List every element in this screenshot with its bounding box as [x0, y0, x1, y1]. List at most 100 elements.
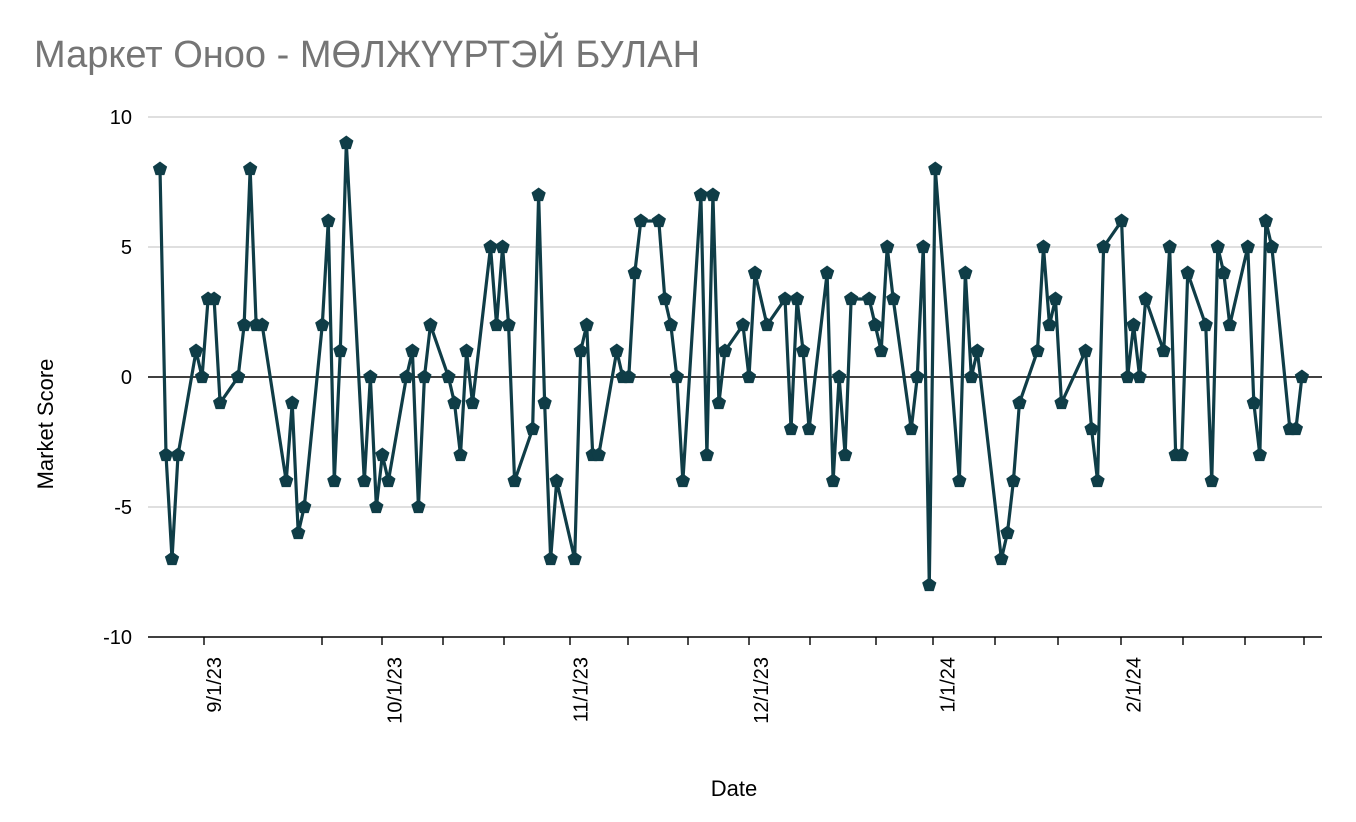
data-point — [952, 473, 967, 488]
data-point — [170, 447, 186, 462]
data-point — [747, 265, 763, 280]
data-point — [489, 317, 504, 332]
y-tick-label: -5 — [114, 497, 132, 519]
data-point — [567, 551, 582, 566]
data-point — [591, 447, 606, 462]
data-point — [537, 395, 552, 410]
data-point — [657, 291, 672, 306]
data-point — [405, 343, 420, 358]
x-tick-label: 11/1/23 — [571, 657, 593, 722]
data-point — [970, 343, 985, 358]
data-point — [862, 291, 877, 306]
data-point — [699, 447, 715, 462]
data-point — [705, 187, 721, 202]
data-point — [525, 421, 540, 436]
data-point — [922, 577, 937, 592]
data-point — [291, 525, 306, 540]
data-point — [399, 369, 414, 384]
data-point — [1252, 447, 1267, 462]
x-axis-title: Date — [710, 776, 758, 801]
data-point — [453, 447, 468, 462]
data-point — [1222, 317, 1237, 332]
data-point — [1240, 239, 1255, 254]
data-point — [1174, 447, 1189, 462]
data-point — [1114, 213, 1129, 228]
x-tick-label: 10/1/23 — [384, 657, 406, 724]
x-tick-label: 9/1/23 — [204, 657, 226, 713]
y-tick-label: 5 — [121, 237, 132, 259]
data-point — [621, 369, 636, 384]
data-point — [1216, 265, 1231, 280]
data-point — [994, 551, 1009, 566]
data-point — [825, 473, 841, 488]
data-point — [1264, 239, 1279, 254]
y-tick-label: 10 — [110, 107, 132, 129]
data-point — [928, 161, 943, 176]
data-point — [447, 395, 462, 410]
tick-labels: -10 -5 0 5 10 9/1/23 10/1/23 11/1/23 12/1/23 1/1/… — [103, 107, 1146, 724]
data-point — [507, 473, 522, 488]
y-tick-label: -10 — [103, 627, 132, 649]
data-point — [669, 369, 684, 384]
data-point — [279, 473, 294, 488]
data-point — [1156, 343, 1171, 358]
data-point — [1180, 265, 1195, 280]
data-point — [152, 161, 168, 176]
data-point — [741, 369, 757, 384]
data-point — [465, 395, 480, 410]
data-point — [321, 213, 336, 228]
data-point — [1132, 369, 1147, 384]
data-point — [1246, 395, 1261, 410]
data-point — [693, 187, 709, 202]
axes — [148, 636, 1322, 645]
data-point — [579, 317, 594, 332]
data-point — [627, 265, 642, 280]
data-point — [363, 369, 378, 384]
data-point — [1210, 239, 1225, 254]
x-tick-label: 12/1/23 — [751, 657, 773, 724]
data-point — [1120, 369, 1135, 384]
data-point — [1054, 395, 1069, 410]
series-line-path — [158, 142, 1304, 586]
data-point — [838, 447, 853, 462]
data-point — [1126, 317, 1141, 332]
data-point — [423, 317, 438, 332]
data-point — [1036, 239, 1051, 254]
data-point — [1078, 343, 1093, 358]
data-point — [549, 473, 564, 488]
data-point — [633, 213, 648, 228]
data-point — [495, 239, 510, 254]
data-point — [357, 473, 372, 488]
data-point — [1090, 473, 1105, 488]
data-point — [369, 499, 384, 514]
data-point — [1162, 239, 1177, 254]
data-point — [663, 317, 678, 332]
data-point — [501, 317, 516, 332]
data-point — [609, 343, 624, 358]
data-point — [868, 317, 883, 332]
data-point — [164, 551, 180, 566]
data-point — [194, 369, 210, 384]
data-point — [1096, 239, 1111, 254]
y-tick-label: 0 — [121, 367, 132, 389]
data-point — [1204, 473, 1219, 488]
data-point — [759, 317, 775, 332]
data-point — [297, 499, 312, 514]
data-point — [735, 317, 751, 332]
series-line — [158, 142, 1304, 586]
data-point — [459, 343, 474, 358]
x-tick-label: 1/1/24 — [937, 657, 959, 713]
data-point — [711, 395, 727, 410]
data-point — [880, 239, 895, 254]
data-point — [844, 291, 859, 306]
data-point — [819, 265, 835, 280]
data-point — [651, 213, 666, 228]
data-point — [1042, 317, 1057, 332]
data-point — [333, 343, 348, 358]
data-point — [1030, 343, 1045, 358]
data-point — [964, 369, 979, 384]
data-point — [315, 317, 330, 332]
data-point — [243, 161, 258, 176]
data-point — [1198, 317, 1213, 332]
